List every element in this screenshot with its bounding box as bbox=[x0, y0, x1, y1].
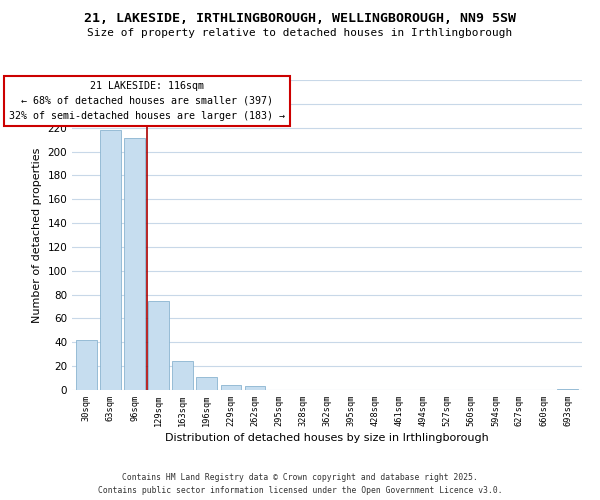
Text: 21, LAKESIDE, IRTHLINGBOROUGH, WELLINGBOROUGH, NN9 5SW: 21, LAKESIDE, IRTHLINGBOROUGH, WELLINGBO… bbox=[84, 12, 516, 26]
Bar bbox=[557, 389, 578, 390]
Bar bbox=[124, 138, 145, 390]
Text: Size of property relative to detached houses in Irthlingborough: Size of property relative to detached ho… bbox=[88, 28, 512, 38]
Y-axis label: Number of detached properties: Number of detached properties bbox=[32, 148, 42, 322]
Text: 21 LAKESIDE: 116sqm
← 68% of detached houses are smaller (397)
32% of semi-detac: 21 LAKESIDE: 116sqm ← 68% of detached ho… bbox=[8, 81, 284, 121]
Bar bbox=[148, 300, 169, 390]
X-axis label: Distribution of detached houses by size in Irthlingborough: Distribution of detached houses by size … bbox=[165, 434, 489, 444]
Bar bbox=[196, 377, 217, 390]
Bar bbox=[100, 130, 121, 390]
Bar bbox=[221, 385, 241, 390]
Bar bbox=[172, 362, 193, 390]
Bar bbox=[76, 340, 97, 390]
Text: Contains HM Land Registry data © Crown copyright and database right 2025.
Contai: Contains HM Land Registry data © Crown c… bbox=[98, 474, 502, 495]
Bar bbox=[245, 386, 265, 390]
